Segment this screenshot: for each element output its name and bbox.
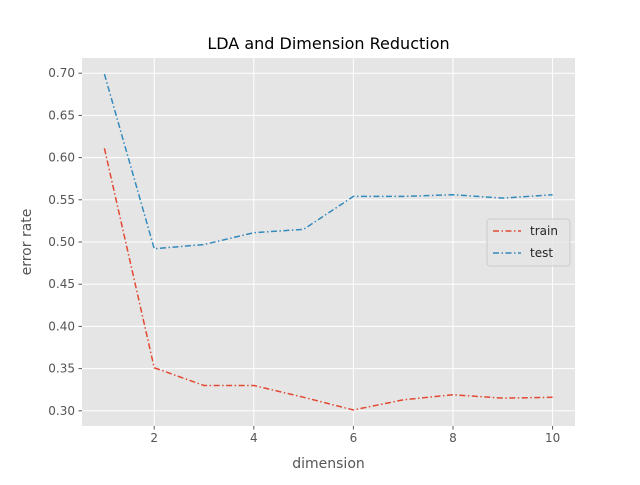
y-tick-label: 0.55 (48, 193, 75, 207)
chart-title: LDA and Dimension Reduction (207, 34, 449, 53)
y-tick-label: 0.70 (48, 66, 75, 80)
y-tick-label: 0.50 (48, 235, 75, 249)
series-line-test (103, 73, 553, 250)
y-tick-label: 0.40 (48, 319, 75, 333)
series-line-train (103, 148, 553, 411)
y-tick-label: 0.60 (48, 151, 75, 165)
legend-label-test: test (530, 246, 553, 260)
gridlines (82, 58, 575, 426)
y-tick-label: 0.35 (48, 362, 75, 376)
y-tick-label: 0.30 (48, 404, 75, 418)
x-tick-label: 6 (350, 431, 358, 445)
legend-label-train: train (530, 224, 558, 238)
x-tick-label: 2 (150, 431, 158, 445)
x-axis-ticks: 2 4 6 8 10 (150, 426, 560, 445)
x-tick-label: 10 (545, 431, 560, 445)
y-tick-label: 0.45 (48, 277, 75, 291)
x-tick-label: 4 (250, 431, 258, 445)
x-tick-label: 8 (449, 431, 457, 445)
y-axis-ticks: 0.30 0.35 0.40 0.45 0.50 0.55 0.60 0.65 0.70 (48, 66, 82, 418)
y-axis-label: error rate (19, 209, 35, 276)
legend: train test (486, 218, 571, 267)
y-tick-label: 0.65 (48, 108, 75, 122)
x-axis-label: dimension (292, 456, 365, 472)
series-lines (103, 73, 553, 411)
